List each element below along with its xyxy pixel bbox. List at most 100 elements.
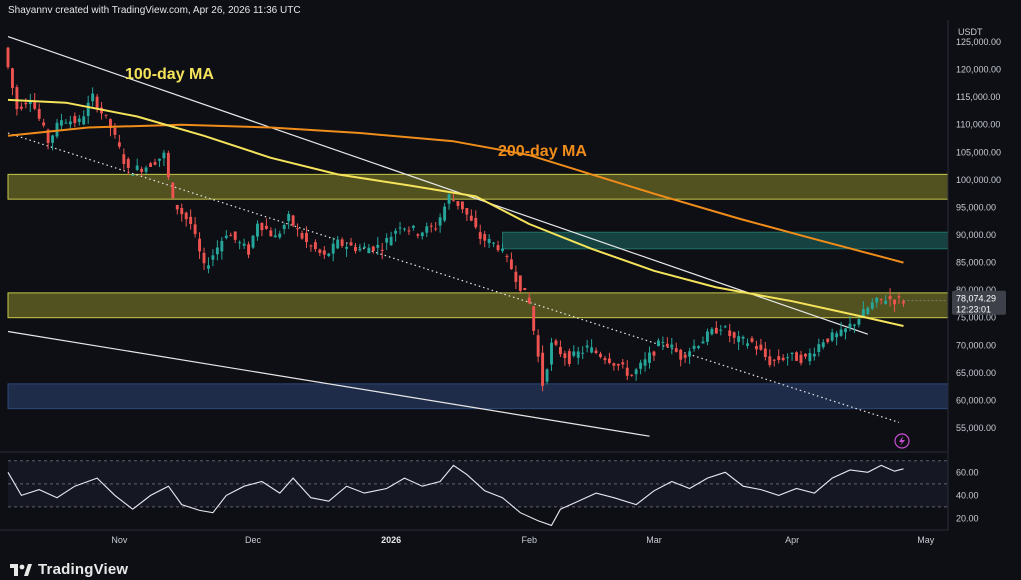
candle-body (563, 353, 567, 359)
candle-body (104, 114, 108, 116)
candle-body (202, 252, 206, 264)
candle-body (861, 309, 865, 318)
candle-body (122, 154, 126, 165)
candle-body (447, 194, 451, 204)
y-tick-label: 115,000.00 (956, 92, 1000, 102)
candle-body (639, 362, 643, 369)
candle-body (648, 352, 651, 363)
candle-body (429, 225, 433, 227)
candle-body (545, 369, 549, 382)
candle-body (189, 216, 193, 224)
candle-body (759, 344, 763, 350)
rsi-line (7, 464, 904, 527)
channel-mid-dotted (7, 132, 900, 424)
candle-body (518, 275, 522, 291)
candle-body (86, 102, 90, 116)
zones-layer (7, 173, 949, 410)
candle-body (594, 350, 598, 354)
candle-body (15, 87, 19, 110)
candle-body (893, 299, 896, 305)
x-tick-label: 2026 (381, 535, 401, 545)
ma200-label: 200-day MA (498, 143, 587, 160)
candle-body (616, 364, 620, 366)
candle-body (260, 222, 264, 231)
candle-body (536, 335, 540, 357)
candle-body (884, 300, 888, 304)
candle-body (28, 101, 32, 105)
candle-body (269, 230, 273, 237)
candle-body (835, 333, 839, 338)
candle-body (411, 225, 415, 228)
candle-body (434, 228, 438, 230)
candle-body (826, 338, 830, 342)
candle-body (817, 344, 821, 352)
candle-body (126, 158, 130, 168)
candle-body (848, 323, 852, 329)
candle-body (322, 250, 326, 255)
candle-body (109, 119, 112, 129)
candle-body (496, 245, 500, 251)
candle-body (420, 232, 424, 237)
last-price-box (952, 290, 1006, 315)
candle-body (790, 352, 794, 354)
rsi-tick-label: 40.00 (956, 490, 979, 500)
candle-body (679, 349, 683, 360)
candle-body (483, 234, 487, 241)
candle-body (656, 340, 660, 347)
candle-body (661, 341, 665, 343)
candle-body (398, 227, 402, 229)
candle-body (875, 297, 879, 303)
candle-body (870, 302, 874, 309)
candle-body (505, 255, 509, 257)
candle-body (857, 319, 861, 325)
chart-caption: Shayannv created with TradingView.com, A… (8, 5, 301, 16)
candle-body (238, 242, 242, 244)
y-tick-label: 105,000.00 (956, 147, 1001, 157)
candle-body (844, 328, 847, 333)
candle-body (207, 265, 210, 269)
candle-body (705, 331, 709, 342)
candle-body (452, 200, 455, 202)
candle-body (652, 351, 656, 356)
candle-body (296, 228, 300, 230)
x-tick-label: Mar (646, 535, 662, 545)
candle-body (469, 215, 473, 221)
candle-body (527, 297, 531, 304)
candle-body (443, 206, 447, 221)
channel-lower (7, 330, 650, 437)
candle-body (376, 244, 380, 248)
currency-label: USDT (958, 27, 983, 37)
candle-body (318, 249, 322, 253)
candle-body (371, 246, 375, 252)
candle-body (153, 162, 157, 165)
candle-body (821, 342, 825, 348)
moving-averages-layer (7, 98, 948, 327)
candle-body (113, 127, 117, 135)
candle-body (77, 118, 81, 122)
candles-layer (6, 46, 905, 392)
candle-body (340, 239, 344, 246)
candle-body (763, 348, 767, 357)
candle-body (723, 326, 727, 328)
candle-body (135, 165, 139, 170)
candle-body (11, 68, 14, 88)
y-tick-label: 65,000.00 (956, 368, 996, 378)
candle-body (795, 352, 798, 361)
candle-body (220, 240, 224, 252)
candle-body (282, 224, 286, 230)
candle-body (750, 338, 754, 342)
candle-body (180, 208, 184, 215)
candle-body (256, 223, 259, 237)
candle-body (416, 234, 420, 236)
candle-body (33, 100, 37, 109)
candle-body (607, 358, 611, 363)
candle-body (777, 356, 781, 360)
candle-body (514, 271, 518, 282)
time-axis: Nov Dec 2026 Feb Mar Apr May (0, 529, 948, 545)
lightning-icon[interactable] (894, 433, 910, 449)
tradingview-logo: TradingView (10, 561, 128, 578)
candle-body (215, 247, 219, 255)
x-tick-label: Feb (521, 535, 537, 545)
candle-body (309, 245, 313, 247)
